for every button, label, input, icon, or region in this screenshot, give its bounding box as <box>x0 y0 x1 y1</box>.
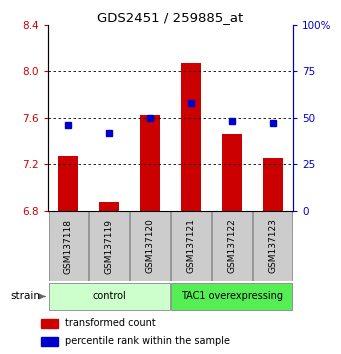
Bar <box>48 283 170 310</box>
Text: GSM137121: GSM137121 <box>187 218 195 274</box>
Text: GSM137120: GSM137120 <box>146 218 154 274</box>
Bar <box>263 158 283 211</box>
Text: control: control <box>92 291 126 302</box>
Bar <box>253 211 293 281</box>
Bar <box>140 115 160 211</box>
Text: GSM137123: GSM137123 <box>268 218 277 274</box>
Text: GSM137122: GSM137122 <box>227 219 236 273</box>
Bar <box>89 211 129 281</box>
Bar <box>222 134 242 211</box>
Bar <box>58 156 78 211</box>
Bar <box>41 337 58 346</box>
Text: GSM137119: GSM137119 <box>105 218 114 274</box>
Text: TAC1 overexpressing: TAC1 overexpressing <box>181 291 283 302</box>
Bar <box>171 211 211 281</box>
Bar <box>212 211 252 281</box>
Text: strain: strain <box>11 291 41 302</box>
Bar <box>181 63 201 211</box>
Text: transformed count: transformed count <box>65 318 155 329</box>
Bar <box>99 202 119 211</box>
Bar <box>41 319 58 328</box>
Bar <box>130 211 170 281</box>
Text: percentile rank within the sample: percentile rank within the sample <box>65 336 230 346</box>
Text: GSM137118: GSM137118 <box>64 218 73 274</box>
Bar <box>48 211 88 281</box>
Bar <box>171 283 293 310</box>
Title: GDS2451 / 259885_at: GDS2451 / 259885_at <box>98 11 243 24</box>
